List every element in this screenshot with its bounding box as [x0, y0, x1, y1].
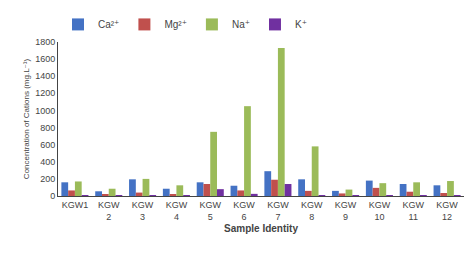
- svg-text:1200: 1200: [35, 88, 55, 98]
- svg-text:1800: 1800: [35, 37, 55, 47]
- svg-text:KGW6: KGW6: [233, 200, 255, 222]
- svg-text:Na⁺: Na⁺: [232, 19, 250, 30]
- svg-text:KGW11: KGW11: [403, 200, 425, 222]
- svg-text:K⁺: K⁺: [295, 19, 307, 30]
- svg-text:Sample Identity: Sample Identity: [224, 223, 298, 234]
- svg-text:KGW9: KGW9: [335, 200, 357, 222]
- svg-text:KGW4: KGW4: [166, 200, 188, 222]
- svg-text:Concentration of Cations (mg.L: Concentration of Cations (mg.L⁻¹): [22, 59, 31, 180]
- svg-text:Mg²⁺: Mg²⁺: [164, 19, 187, 30]
- svg-text:KGW10: KGW10: [369, 200, 391, 222]
- svg-text:KGW12: KGW12: [436, 200, 458, 222]
- svg-text:KGW5: KGW5: [200, 200, 222, 222]
- svg-text:1600: 1600: [35, 54, 55, 64]
- svg-text:800: 800: [40, 123, 55, 133]
- svg-text:KGW3: KGW3: [132, 200, 154, 222]
- svg-text:1400: 1400: [35, 71, 55, 81]
- svg-text:KGW1: KGW1: [62, 200, 89, 210]
- svg-text:200: 200: [40, 174, 55, 184]
- svg-text:1000: 1000: [35, 106, 55, 116]
- svg-text:KGW7: KGW7: [267, 200, 289, 222]
- svg-text:400: 400: [40, 157, 55, 167]
- svg-text:KGW8: KGW8: [301, 200, 323, 222]
- svg-text:600: 600: [40, 140, 55, 150]
- svg-text:Ca²⁺: Ca²⁺: [98, 19, 119, 30]
- svg-text:KGW2: KGW2: [98, 200, 120, 222]
- svg-text:0: 0: [50, 191, 55, 201]
